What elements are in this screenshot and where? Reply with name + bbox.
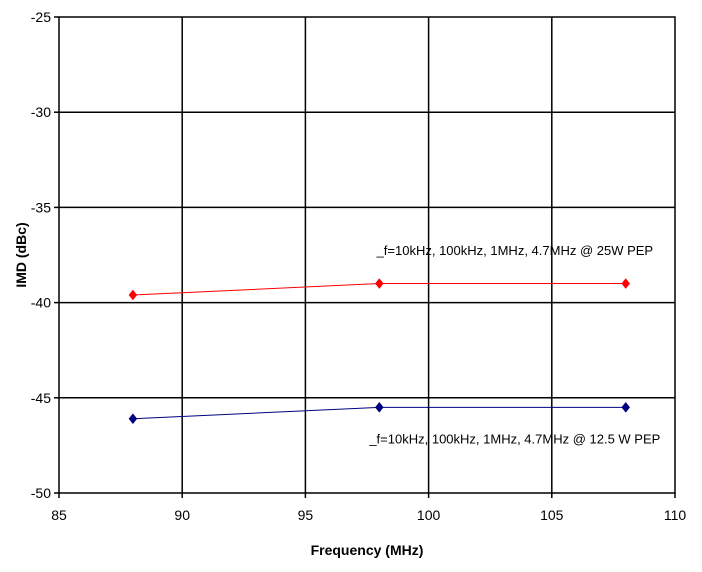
y-tick-label: -25 — [31, 9, 51, 25]
y-tick-label: -35 — [31, 199, 51, 215]
series-point — [128, 289, 138, 301]
x-axis-title: Frequency (MHz) — [311, 542, 424, 558]
x-tick-label: 110 — [664, 507, 687, 523]
series-point — [128, 413, 138, 425]
y-tick-label: -30 — [31, 104, 51, 120]
series-point — [374, 278, 384, 289]
x-tick-label: 105 — [540, 507, 564, 523]
series-group — [128, 278, 631, 425]
plot-area — [58, 16, 676, 494]
series-point — [621, 401, 631, 413]
x-tick-label: 85 — [51, 507, 67, 523]
y-tick-label: -40 — [31, 295, 51, 311]
gridlines — [59, 17, 675, 493]
x-tick-label: 100 — [417, 507, 441, 523]
annotations: _f=10kHz, 100kHz, 1MHz, 4.7MHz @ 25W PEP… — [368, 243, 660, 446]
x-tick-label: 90 — [174, 507, 190, 523]
annotation-label: _f=10kHz, 100kHz, 1MHz, 4.7MHz @ 25W PEP — [376, 243, 654, 258]
x-tick-label: 95 — [298, 507, 314, 523]
series-point — [374, 401, 384, 413]
annotation-label: _f=10kHz, 100kHz, 1MHz, 4.7MHz @ 12.5 W … — [368, 431, 660, 446]
y-tick-label: -45 — [31, 390, 51, 406]
y-axis-title: IMD (dBc) — [13, 222, 29, 287]
series-point — [621, 278, 631, 289]
y-tick-label: -50 — [31, 485, 51, 501]
